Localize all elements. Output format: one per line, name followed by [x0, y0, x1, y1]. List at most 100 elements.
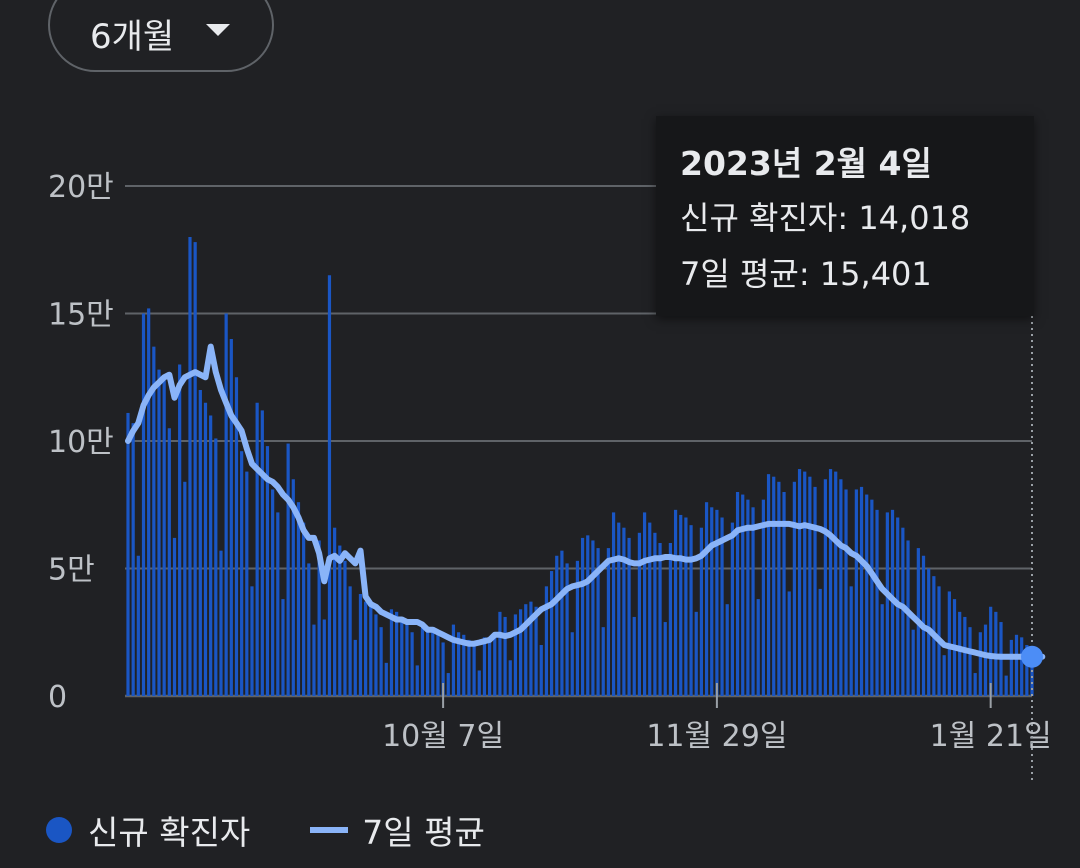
bar: [694, 611, 698, 696]
tooltip-new-cases: 신규 확진자: 14,018: [680, 199, 971, 237]
bar: [911, 629, 915, 696]
bar: [136, 555, 140, 696]
y-tick-label: 20만: [48, 170, 114, 205]
bar: [632, 616, 636, 696]
bar: [808, 476, 812, 696]
bar: [477, 670, 481, 696]
bar: [880, 604, 884, 696]
bar: [761, 499, 765, 696]
bar: [668, 543, 673, 696]
bar: [684, 517, 688, 696]
bar: [756, 599, 760, 696]
bar: [766, 474, 771, 696]
bar: [627, 537, 631, 696]
bar: [1020, 637, 1024, 696]
bar: [147, 308, 151, 696]
y-axis-ticks: 0 5만 10만 15만 20만: [48, 170, 114, 715]
bar: [167, 428, 171, 696]
bar: [451, 624, 456, 696]
bar: [296, 502, 301, 696]
bar: [209, 415, 213, 696]
bar: [291, 479, 295, 696]
bar: [1004, 675, 1008, 696]
hover-marker: [1021, 645, 1043, 668]
bar: [828, 469, 833, 696]
bar: [203, 402, 208, 696]
bar: [906, 540, 910, 696]
bar: [901, 527, 905, 696]
seven-day-average-line: [125, 343, 1046, 660]
bar: [859, 486, 864, 696]
bar: [885, 512, 889, 696]
bar: [663, 622, 667, 696]
bar: [968, 627, 972, 696]
bar: [596, 548, 600, 696]
bar: [131, 423, 135, 696]
bar: [653, 532, 657, 696]
bar: [389, 609, 394, 696]
bar: [348, 586, 352, 696]
bar: [529, 601, 533, 696]
bar: [642, 512, 647, 696]
bar: [338, 545, 342, 696]
bar: [379, 627, 383, 696]
bar: [544, 586, 549, 696]
bar: [472, 645, 476, 696]
bar: [637, 532, 642, 696]
bar: [658, 543, 662, 696]
legend: 신규 확진자 7일 평균: [46, 806, 485, 854]
tooltip-date: 2023년 2월 4일: [680, 144, 932, 183]
bar: [193, 242, 197, 696]
bar: [400, 616, 404, 696]
bar: [431, 632, 435, 696]
bar: [575, 560, 580, 696]
bar: [751, 507, 755, 696]
y-tick-label: 15만: [48, 298, 114, 333]
range-dropdown[interactable]: 6개월: [48, 0, 274, 72]
bar: [549, 571, 554, 696]
bar: [493, 632, 497, 696]
bar: [229, 339, 233, 696]
bar: [622, 527, 626, 696]
bar: [875, 509, 879, 696]
bar: [813, 486, 817, 696]
bar: [513, 614, 518, 696]
bar: [152, 346, 156, 696]
bar: [353, 639, 357, 696]
bar: [271, 489, 275, 696]
bar: [260, 410, 264, 696]
bar: [487, 639, 492, 696]
bar: [735, 492, 740, 696]
bar: [725, 604, 729, 696]
bar: [823, 479, 827, 696]
bar: [606, 548, 611, 696]
x-axis-ticks: 10월 7일 11월 29일 1월 21일: [382, 683, 1052, 754]
bar: [978, 632, 982, 696]
bar: [178, 364, 182, 696]
bar: [162, 377, 166, 696]
bar: [958, 611, 962, 696]
bar: [250, 586, 254, 696]
bar: [219, 550, 223, 696]
bar: [126, 412, 130, 696]
bar: [405, 624, 409, 696]
bar: [560, 550, 564, 696]
bar: [963, 616, 967, 696]
bar: [710, 507, 714, 696]
bar: [715, 509, 719, 696]
bar: [741, 494, 745, 696]
bar: [508, 660, 512, 696]
bar: [865, 494, 869, 696]
bar: [333, 527, 337, 696]
bar: [524, 604, 528, 696]
bar: [446, 673, 450, 696]
bar: [141, 313, 146, 696]
bar: [787, 591, 791, 696]
bar: [327, 275, 332, 696]
bar: [276, 512, 280, 696]
bar: [803, 471, 807, 696]
bar: [374, 614, 378, 696]
bar: [281, 599, 285, 696]
